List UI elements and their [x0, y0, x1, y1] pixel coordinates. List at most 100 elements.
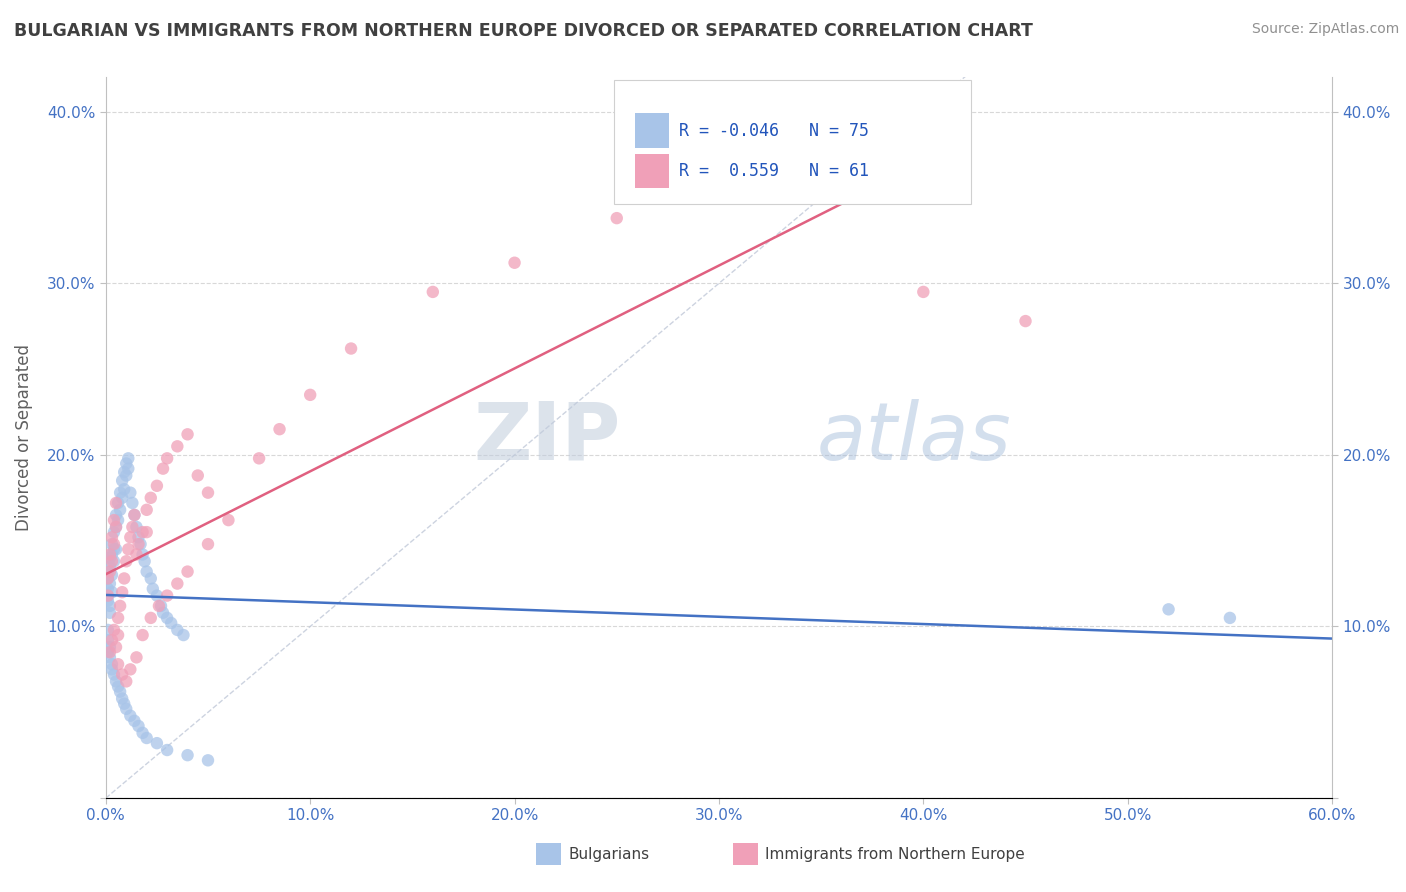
Point — [108, 599, 131, 613]
Point — [299, 388, 322, 402]
Point — [176, 427, 198, 442]
Point — [340, 342, 363, 356]
Point — [112, 697, 135, 711]
Point — [1157, 602, 1180, 616]
Point — [128, 719, 150, 733]
Point — [97, 565, 120, 579]
Point — [146, 589, 169, 603]
Point — [135, 565, 157, 579]
Point — [101, 530, 124, 544]
Point — [156, 451, 179, 466]
Point — [503, 256, 526, 270]
Point — [115, 554, 138, 568]
Point — [105, 674, 128, 689]
Point — [128, 537, 150, 551]
Point — [112, 482, 135, 496]
Point — [176, 748, 198, 763]
Point — [125, 650, 148, 665]
Point — [107, 628, 129, 642]
Point — [103, 513, 125, 527]
Point — [97, 589, 120, 603]
Point — [160, 615, 183, 630]
Point — [108, 503, 131, 517]
Point — [156, 589, 179, 603]
Point — [97, 589, 120, 603]
Point — [269, 422, 291, 436]
Point — [120, 530, 142, 544]
Point — [103, 525, 125, 540]
Point — [128, 530, 150, 544]
Point — [97, 571, 120, 585]
Point — [98, 559, 121, 574]
Point — [101, 633, 124, 648]
Point — [139, 571, 162, 585]
Point — [103, 667, 125, 681]
Point — [97, 623, 120, 637]
Point — [606, 211, 628, 226]
Point — [111, 491, 134, 505]
Point — [98, 640, 121, 654]
Point — [101, 537, 124, 551]
Point — [107, 496, 129, 510]
Point — [166, 623, 188, 637]
Point — [121, 496, 143, 510]
Point — [156, 611, 179, 625]
Text: atlas: atlas — [817, 399, 1012, 476]
Point — [97, 645, 120, 659]
Point — [115, 468, 138, 483]
Point — [107, 513, 129, 527]
Point — [112, 465, 135, 479]
Point — [124, 508, 146, 522]
Point — [1014, 314, 1036, 328]
Point — [117, 461, 139, 475]
Point — [166, 576, 188, 591]
Point — [101, 548, 124, 562]
Text: R = -0.046   N = 75: R = -0.046 N = 75 — [679, 122, 869, 140]
Point — [105, 640, 128, 654]
Point — [107, 611, 129, 625]
Point — [115, 457, 138, 471]
Text: Bulgarians: Bulgarians — [568, 847, 650, 862]
Point — [131, 525, 153, 540]
Point — [142, 582, 165, 596]
Point — [98, 599, 121, 613]
Point — [912, 285, 935, 299]
Point — [422, 285, 444, 299]
Point — [139, 611, 162, 625]
Point — [152, 461, 174, 475]
Point — [105, 508, 128, 522]
Point — [172, 628, 194, 642]
Point — [117, 451, 139, 466]
Point — [97, 633, 120, 648]
Point — [105, 496, 128, 510]
Point — [135, 731, 157, 745]
Point — [117, 542, 139, 557]
Point — [108, 684, 131, 698]
Point — [810, 160, 832, 174]
Point — [135, 503, 157, 517]
Point — [98, 550, 121, 565]
Point — [131, 628, 153, 642]
Point — [247, 451, 270, 466]
Point — [217, 513, 239, 527]
Point — [134, 554, 156, 568]
Text: BULGARIAN VS IMMIGRANTS FROM NORTHERN EUROPE DIVORCED OR SEPARATED CORRELATION C: BULGARIAN VS IMMIGRANTS FROM NORTHERN EU… — [14, 22, 1033, 40]
Point — [111, 667, 134, 681]
Point — [111, 691, 134, 706]
Point — [197, 485, 219, 500]
Point — [146, 479, 169, 493]
Point — [111, 474, 134, 488]
Point — [98, 548, 121, 562]
Point — [107, 657, 129, 672]
Point — [115, 702, 138, 716]
Point — [105, 542, 128, 557]
Point — [148, 599, 170, 613]
Point — [688, 190, 710, 204]
Point — [124, 508, 146, 522]
Point — [197, 537, 219, 551]
Point — [105, 520, 128, 534]
Point — [115, 674, 138, 689]
Point — [120, 708, 142, 723]
Point — [98, 645, 121, 659]
Point — [156, 743, 179, 757]
